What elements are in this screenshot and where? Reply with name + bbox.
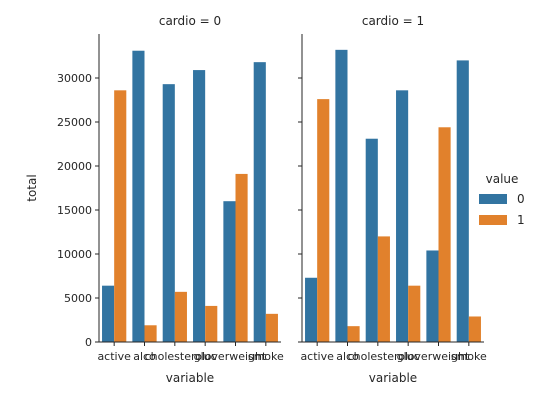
bar-alco-value-0 bbox=[335, 50, 347, 342]
x-tick-label: smoke bbox=[451, 350, 487, 363]
y-tick-label: 5000 bbox=[64, 292, 92, 305]
y-tick-label: 0 bbox=[85, 336, 92, 349]
bar-overweight-value-0 bbox=[426, 250, 438, 342]
panel-title: cardio = 1 bbox=[362, 14, 424, 28]
bar-overweight-value-1 bbox=[236, 174, 248, 342]
x-tick-label: active bbox=[300, 350, 334, 363]
bar-alco-value-1 bbox=[145, 325, 157, 342]
y-tick-label: 20000 bbox=[57, 160, 92, 173]
chart-panels: cardio = 0 0 5000 10000 15000 20000 25000 30000… bbox=[25, 14, 487, 385]
bar-smoke-value-1 bbox=[469, 316, 481, 342]
x-tick-label: active bbox=[97, 350, 131, 363]
bar-smoke-value-1 bbox=[266, 314, 278, 342]
bar-active-value-0 bbox=[305, 278, 317, 342]
bar-gluc-value-1 bbox=[205, 306, 217, 342]
y-tick-label: 25000 bbox=[57, 116, 92, 129]
bar-active-value-1 bbox=[317, 99, 329, 342]
x-tick-label: smoke bbox=[248, 350, 284, 363]
bar-gluc-value-1 bbox=[408, 286, 420, 342]
bar-alco-value-1 bbox=[348, 326, 360, 342]
y-tick-label: 15000 bbox=[57, 204, 92, 217]
panel-title: cardio = 0 bbox=[159, 14, 221, 28]
bar-cholesterol-value-0 bbox=[366, 139, 378, 342]
bar-gluc-value-0 bbox=[193, 70, 205, 342]
bar-alco-value-0 bbox=[132, 51, 144, 342]
bar-smoke-value-0 bbox=[457, 60, 469, 342]
legend-title: value bbox=[486, 172, 519, 186]
bar-cholesterol-value-1 bbox=[175, 292, 187, 342]
legend-swatch-1 bbox=[479, 215, 507, 225]
y-tick-label: 30000 bbox=[57, 72, 92, 85]
bar-overweight-value-1 bbox=[439, 127, 451, 342]
bar-active-value-1 bbox=[114, 90, 126, 342]
legend-swatch-0 bbox=[479, 194, 507, 204]
panel-0: cardio = 0 0 5000 10000 15000 20000 25000 30000… bbox=[25, 14, 284, 385]
legend-label-0: 0 bbox=[517, 192, 525, 206]
bar-gluc-value-0 bbox=[396, 90, 408, 342]
y-axis-label: total bbox=[25, 174, 39, 201]
bar-cholesterol-value-1 bbox=[378, 236, 390, 342]
bar-overweight-value-0 bbox=[223, 201, 235, 342]
bar-smoke-value-0 bbox=[254, 62, 266, 342]
bar-cholesterol-value-0 bbox=[163, 84, 175, 342]
legend-label-1: 1 bbox=[517, 213, 525, 227]
legend: value 0 1 bbox=[479, 172, 525, 227]
x-axis-label: variable bbox=[369, 371, 417, 385]
y-tick-label: 10000 bbox=[57, 248, 92, 261]
x-axis-label: variable bbox=[166, 371, 214, 385]
bar-active-value-0 bbox=[102, 286, 114, 342]
